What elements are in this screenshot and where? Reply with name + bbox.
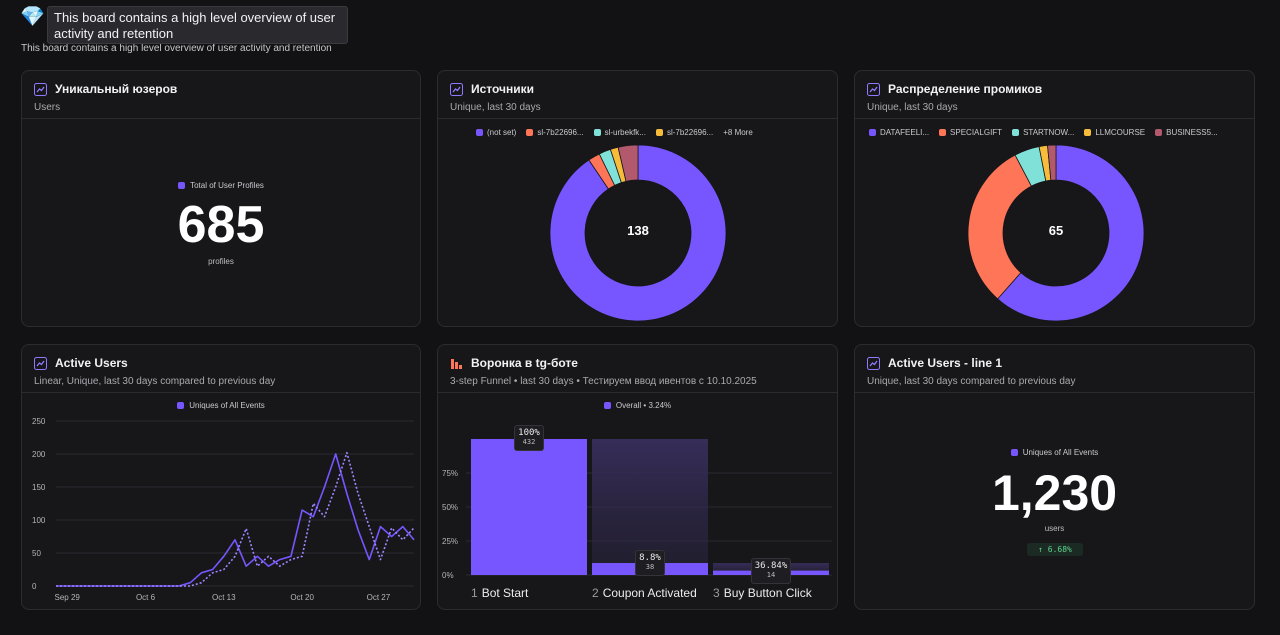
funnel-chart-icon xyxy=(451,358,462,369)
line-chart-icon xyxy=(450,82,463,96)
gem-icon: 💎 xyxy=(20,6,45,28)
funnel-step-3-label[interactable]: 3 Buy Button Click xyxy=(713,586,812,600)
metric-unit: profiles xyxy=(208,257,234,266)
card-title[interactable]: Воронка в tg-боте xyxy=(471,356,578,370)
donut-slice[interactable] xyxy=(1047,144,1057,181)
comparison-series-line[interactable] xyxy=(56,451,415,587)
legend-item[interactable]: SPECIALGIFT xyxy=(939,128,1002,137)
legend-swatch xyxy=(1010,449,1018,456)
promo-donut-chart xyxy=(967,144,1145,322)
card-unique-users[interactable]: Уникальный юзеров Users Total of User Pr… xyxy=(21,70,421,327)
legend-item[interactable]: sl-7b22696... xyxy=(526,128,584,137)
board-header: 💎 This board contains a high level overv… xyxy=(20,6,620,56)
card-title[interactable]: Active Users xyxy=(55,356,128,370)
donut-total: 65 xyxy=(1048,223,1064,238)
legend-swatch xyxy=(177,402,185,409)
donut-slice[interactable] xyxy=(997,144,1145,322)
chart-legend: (not set) sl-7b22696... sl-urbekfk... sl… xyxy=(476,128,753,137)
step-2-percent-tag: 8.8% 38 xyxy=(635,550,665,576)
card-subtitle: Users xyxy=(34,102,61,113)
card-subtitle: Unique, last 30 days xyxy=(450,102,541,113)
y-tick-label: 50% xyxy=(442,503,458,512)
sources-donut-chart xyxy=(549,144,727,322)
funnel-bar[interactable] xyxy=(471,439,587,575)
donut-slice[interactable] xyxy=(617,144,639,182)
metric-value: 685 xyxy=(177,196,265,254)
chart-legend: DATAFEELI... SPECIALGIFT STARTNOW... LLM… xyxy=(869,128,1218,137)
y-tick-label: 50 xyxy=(32,549,41,558)
card-funnel[interactable]: Воронка в tg-боте 3-step Funnel • last 3… xyxy=(437,344,838,610)
active-users-line-chart: 0 50 100 150 200 250 Sep 29 Oct 6 Oct 13 Oct 20 Oc… xyxy=(32,417,415,602)
y-tick-label: 25% xyxy=(442,537,458,546)
chart-legend: Overall • 3.24% xyxy=(438,401,837,410)
line-chart-icon xyxy=(34,82,47,96)
legend-item[interactable]: BUSINESS5... xyxy=(1155,128,1218,137)
card-subtitle: Unique, last 30 days xyxy=(867,102,958,113)
x-tick-label: Oct 13 xyxy=(212,593,236,602)
y-tick-label: 0 xyxy=(32,582,37,591)
legend-swatch xyxy=(603,402,611,409)
legend-more-link[interactable]: +8 More xyxy=(723,128,753,137)
metric-value: 1,230 xyxy=(991,465,1118,521)
card-title[interactable]: Уникальный юзеров xyxy=(55,82,178,96)
delta-badge: ↑ 6.68% xyxy=(1027,543,1083,556)
x-tick-label: Oct 6 xyxy=(136,593,156,602)
metric-unit: users xyxy=(1044,524,1065,533)
y-tick-label: 250 xyxy=(32,417,46,426)
step-1-percent-tag: 100% 432 xyxy=(514,425,544,451)
line-chart-icon xyxy=(867,82,880,96)
card-active-users[interactable]: Active Users Linear, Unique, last 30 day… xyxy=(21,344,421,610)
donut-slice[interactable] xyxy=(549,144,727,322)
card-subtitle: Linear, Unique, last 30 days compared to… xyxy=(34,376,276,387)
description-tooltip: This board contains a high level overvie… xyxy=(47,6,348,44)
step-3-percent-tag: 36.84% 14 xyxy=(751,558,791,584)
line-chart-icon xyxy=(34,356,47,370)
chart-legend: Uniques of All Events xyxy=(855,448,1254,457)
card-subtitle: 3-step Funnel • last 30 days • Тестируем… xyxy=(450,376,757,387)
y-tick-label: 75% xyxy=(442,469,458,478)
funnel-step-2-label[interactable]: 2 Coupon Activated xyxy=(592,586,697,600)
chart-legend: Total of User Profiles xyxy=(22,181,420,190)
legend-label: Total of User Profiles xyxy=(190,181,264,190)
card-sources[interactable]: Источники Unique, last 30 days (not set)… xyxy=(437,70,838,327)
y-tick-label: 0% xyxy=(442,571,454,580)
line-chart-icon xyxy=(867,356,880,370)
series-line[interactable] xyxy=(56,453,415,587)
board-description: This board contains a high level overvie… xyxy=(21,43,332,54)
y-tick-label: 100 xyxy=(32,516,46,525)
card-title[interactable]: Распределение промиков xyxy=(888,82,1043,96)
legend-label: Uniques of All Events xyxy=(189,401,265,410)
legend-item[interactable]: DATAFEELI... xyxy=(869,128,929,137)
legend-item[interactable]: sl-urbekfk... xyxy=(593,128,646,137)
card-active-users-line-1[interactable]: Active Users - line 1 Unique, last 30 da… xyxy=(854,344,1255,610)
card-title[interactable]: Active Users - line 1 xyxy=(888,356,1003,370)
legend-label: Overall • 3.24% xyxy=(615,401,672,410)
x-tick-label: Oct 20 xyxy=(290,593,314,602)
x-tick-label: Oct 27 xyxy=(367,593,391,602)
legend-item[interactable]: sl-7b22696... xyxy=(655,128,713,137)
x-tick-label: Sep 29 xyxy=(55,593,81,602)
y-tick-label: 150 xyxy=(32,483,46,492)
donut-total: 138 xyxy=(627,223,649,238)
legend-label: Uniques of All Events xyxy=(1022,448,1099,457)
y-tick-label: 200 xyxy=(32,450,46,459)
card-title[interactable]: Источники xyxy=(471,82,535,96)
card-promo[interactable]: Распределение промиков Unique, last 30 d… xyxy=(854,70,1255,327)
legend-item[interactable]: (not set) xyxy=(476,128,516,137)
legend-item[interactable]: LLMCOURSE xyxy=(1084,128,1145,137)
chart-legend: Uniques of All Events xyxy=(22,401,420,410)
card-subtitle: Unique, last 30 days compared to previou… xyxy=(867,376,1076,387)
donut-slice[interactable] xyxy=(967,154,1032,300)
funnel-step-1-label[interactable]: 1 Bot Start xyxy=(471,586,529,600)
legend-swatch xyxy=(178,182,186,189)
legend-item[interactable]: STARTNOW... xyxy=(1012,128,1074,137)
